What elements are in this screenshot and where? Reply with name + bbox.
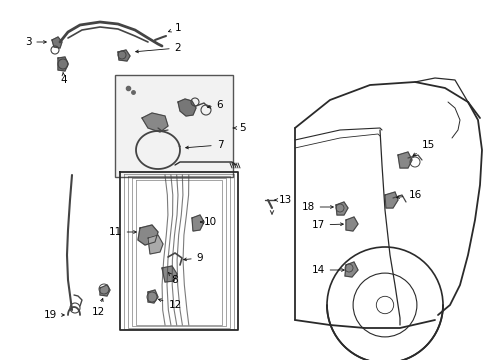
Polygon shape xyxy=(148,290,158,303)
Polygon shape xyxy=(138,225,158,245)
Polygon shape xyxy=(142,113,168,132)
Polygon shape xyxy=(398,152,412,168)
Text: 9: 9 xyxy=(184,253,203,263)
Text: 5: 5 xyxy=(233,123,245,133)
Polygon shape xyxy=(52,37,62,48)
Text: 3: 3 xyxy=(24,37,46,47)
Text: 13: 13 xyxy=(275,195,292,205)
Text: 4: 4 xyxy=(61,72,67,85)
Polygon shape xyxy=(58,57,68,71)
Text: 10: 10 xyxy=(200,217,217,227)
Text: 12: 12 xyxy=(158,299,182,310)
Bar xyxy=(115,75,233,177)
Polygon shape xyxy=(162,266,177,282)
Text: 1: 1 xyxy=(169,23,181,33)
Text: 12: 12 xyxy=(91,298,105,317)
Text: 6: 6 xyxy=(208,100,223,110)
Text: 8: 8 xyxy=(169,273,178,285)
Polygon shape xyxy=(100,285,110,296)
Polygon shape xyxy=(118,50,130,61)
Text: 18: 18 xyxy=(301,202,333,212)
Text: 11: 11 xyxy=(108,227,136,237)
Polygon shape xyxy=(148,235,163,254)
Text: 7: 7 xyxy=(186,140,223,150)
Polygon shape xyxy=(178,99,196,116)
Polygon shape xyxy=(336,202,348,215)
Text: 14: 14 xyxy=(311,265,344,275)
Text: 17: 17 xyxy=(311,220,343,230)
Polygon shape xyxy=(346,217,358,231)
Text: 2: 2 xyxy=(136,43,181,53)
Text: 16: 16 xyxy=(397,190,421,200)
Polygon shape xyxy=(345,262,358,277)
Polygon shape xyxy=(192,215,204,231)
Text: 19: 19 xyxy=(44,310,64,320)
Text: 15: 15 xyxy=(413,140,435,156)
Polygon shape xyxy=(385,192,398,208)
